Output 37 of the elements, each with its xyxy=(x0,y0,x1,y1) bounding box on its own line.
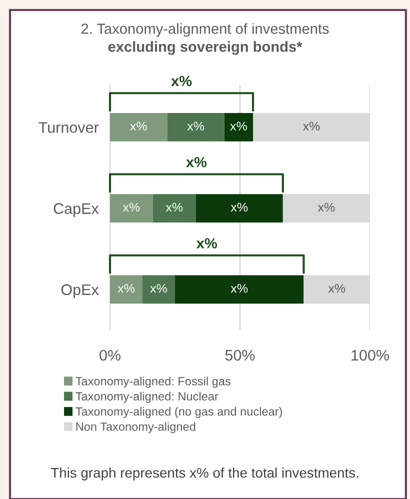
data-label: x% xyxy=(187,122,204,130)
bar xyxy=(175,275,304,304)
data-label: x% xyxy=(230,202,248,212)
bar xyxy=(142,275,175,304)
data-label: x% xyxy=(150,284,167,293)
data-label: x% xyxy=(118,284,134,293)
data-label: x% xyxy=(230,284,248,293)
x-tick-label: 50% xyxy=(225,350,255,361)
legend-label: Taxonomy-aligned: Nuclear xyxy=(76,392,218,403)
y-tick-label: Turnover xyxy=(38,122,99,133)
annotation: x% xyxy=(186,157,207,168)
chart-subtitle: excluding sovereign bonds* xyxy=(108,41,302,55)
bar xyxy=(110,275,142,304)
chart-title: 2. Taxonomy-alignment of investments xyxy=(81,23,329,37)
x-tick-label: 100% xyxy=(352,350,389,361)
annotation: x% xyxy=(196,238,218,248)
bar xyxy=(152,194,196,223)
bar xyxy=(196,194,283,223)
legend-label: Taxonomy-aligned: Fossil gas xyxy=(76,376,230,388)
data-label: x% xyxy=(318,202,335,212)
bar xyxy=(167,112,224,142)
y-tick-label: OpEx xyxy=(61,284,99,298)
x-tick-label: 0% xyxy=(100,350,120,361)
data-label: x% xyxy=(230,122,247,130)
bar xyxy=(110,112,168,142)
data-label: x% xyxy=(328,284,346,293)
data-label: x% xyxy=(130,122,147,130)
annotation: x% xyxy=(171,76,192,86)
bar xyxy=(110,194,153,223)
legend-label: Non Taxonomy-aligned xyxy=(76,422,196,434)
data-label: x% xyxy=(302,122,320,130)
data-label: x% xyxy=(166,202,183,212)
data-label: x% xyxy=(122,202,140,212)
y-tick-label: CapEx xyxy=(54,203,99,218)
legend-label: Taxonomy-aligned (no gas and nuclear) xyxy=(76,406,282,418)
bar xyxy=(224,112,253,142)
text: This graph represents x% of the total investments. xyxy=(50,468,358,480)
